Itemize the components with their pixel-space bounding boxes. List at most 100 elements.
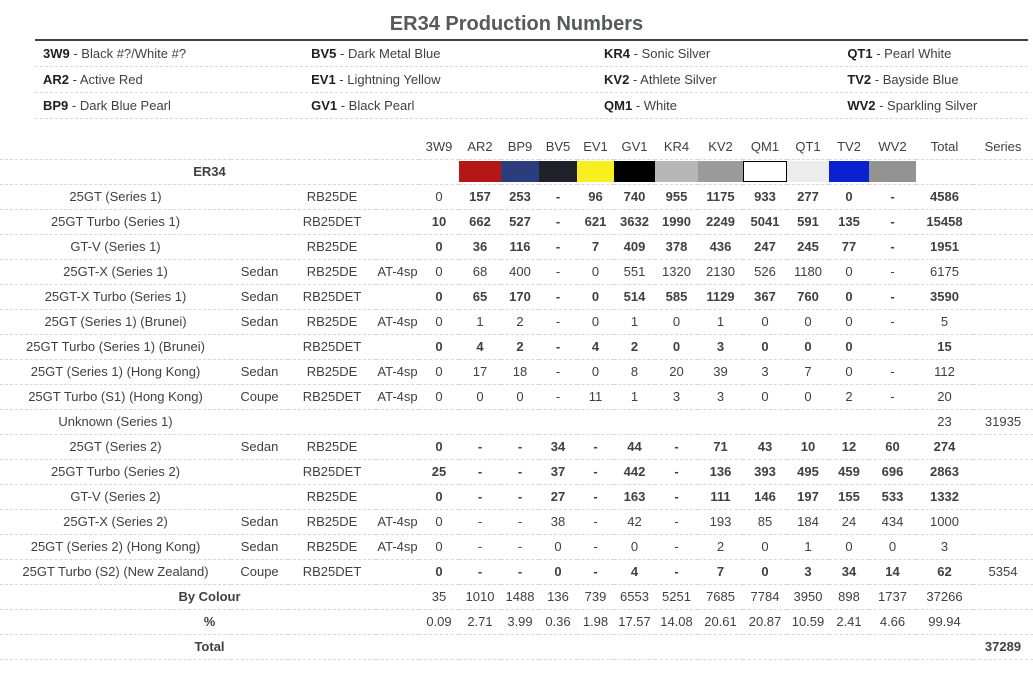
table-row: 25GT (Series 2) Sedan RB25DE 0- -34-44-71 43 1… [0,434,1033,460]
value-cell-GV1: 44 [614,434,655,460]
table-row: % 0.09 2.71 3.99 0.36 1.98 17.57 14.08 20.61 20.8… [0,609,1033,635]
series-cell [973,334,1033,360]
value-cell-QT1 [787,634,829,660]
value-cell-BP9: 2 [501,309,539,335]
engine-cell: RB25DET [288,284,376,310]
value-cell-BP9: 116 [501,234,539,260]
value-cell-WV2 [869,334,916,360]
value-cell-GV1: 442 [614,459,655,485]
value-cell-TV2: 459 [829,459,869,485]
value-cell-3W9: 0 [419,284,459,310]
color-swatch-EV1 [577,161,614,182]
value-cell-3W9: 0 [419,484,459,510]
legend-name: - Sonic Silver [630,46,711,61]
swatch-cell-QT1 [787,159,829,185]
body-cell [231,184,288,210]
value-cell-BP9: - [501,534,539,560]
value-cell-BV5: 38 [539,509,577,535]
value-cell-QM1: 43 [743,434,787,460]
table-row: GT-V (Series 1) RB25DE 0 36 116-7 409 378 436 24… [0,234,1033,260]
color-swatch-WV2 [869,161,916,182]
value-cell-EV1: 7 [577,234,614,260]
value-cell-BV5 [539,634,577,660]
table-row: 25GT Turbo (Series 1) (Brunei) RB25DET 0 4 2… [0,334,1033,360]
value-cell-BP9: 18 [501,359,539,385]
legend-entry-GV1: GV1 - Black Pearl [303,98,596,113]
legend-entry-BP9: BP9 - Dark Blue Pearl [35,98,303,113]
total-cell: 3 [916,534,973,560]
value-cell-TV2: 2.41 [829,609,869,635]
value-cell-KV2: 2130 [698,259,743,285]
value-cell-GV1: 1 [614,309,655,335]
value-cell-EV1: 739 [577,584,614,610]
trans-cell: AT-4sp [376,359,419,385]
value-cell-BP9: 400 [501,259,539,285]
table-row: Total 37289 [0,634,1033,660]
value-cell-QT1: 1 [787,534,829,560]
value-cell-QT1: 277 [787,184,829,210]
total-cell: 5 [916,309,973,335]
engine-cell: RB25DE [288,509,376,535]
value-cell-EV1: 1.98 [577,609,614,635]
value-cell-QM1: 20.87 [743,609,787,635]
value-cell-EV1: 0 [577,284,614,310]
value-cell-BP9: 170 [501,284,539,310]
value-cell-QT1: 10 [787,434,829,460]
value-cell-EV1: - [577,434,614,460]
series-cell [973,309,1033,335]
total-cell: 112 [916,359,973,385]
value-cell-WV2: 60 [869,434,916,460]
value-cell-BV5: 37 [539,459,577,485]
value-cell-GV1: 6553 [614,584,655,610]
legend-entry-3W9: 3W9 - Black #?/White #? [35,46,303,61]
value-cell-WV2: - [869,309,916,335]
swatch-cell-KV2 [698,159,743,185]
value-cell-AR2: - [459,534,501,560]
legend-code: TV2 [847,72,872,87]
header-spacer-engine [288,134,376,160]
value-cell-EV1: - [577,459,614,485]
value-cell-AR2: 1 [459,309,501,335]
value-cell-AR2: 662 [459,209,501,235]
model-cell: 25GT (Series 1) (Hong Kong) [0,359,231,385]
value-cell-EV1: - [577,484,614,510]
total-cell: 2863 [916,459,973,485]
swatch-cell-QM1 [743,159,787,185]
total-cell: 1951 [916,234,973,260]
column-header-BP9: BP9 [501,134,539,160]
trans-cell: AT-4sp [376,534,419,560]
value-cell-BP9: - [501,559,539,585]
value-cell-AR2: 0 [459,384,501,410]
body-cell: Coupe [231,559,288,585]
value-cell-WV2: 696 [869,459,916,485]
swatch-cell-BP9 [501,159,539,185]
value-cell-KR4: 955 [655,184,698,210]
value-cell-BP9: - [501,434,539,460]
engine-cell: RB25DET [288,334,376,360]
legend-name: - Dark Metal Blue [336,46,441,61]
series-cell [973,584,1033,610]
table-row: Unknown (Series 1) 23 31935 [0,409,1033,435]
value-cell-KV2: 1129 [698,284,743,310]
color-legend: 3W9 - Black #?/White #? BV5 - Dark Metal … [35,39,1028,119]
value-cell-QT1: 245 [787,234,829,260]
value-cell-KR4: 378 [655,234,698,260]
value-cell-KV2: 20.61 [698,609,743,635]
value-cell-TV2 [829,409,869,435]
column-header-BV5: BV5 [539,134,577,160]
model-cell: Unknown (Series 1) [0,409,231,435]
value-cell-BV5 [539,409,577,435]
value-cell-EV1: 11 [577,384,614,410]
legend-name: - White [632,98,677,113]
column-header-GV1: GV1 [614,134,655,160]
trans-cell: AT-4sp [376,509,419,535]
body-cell [231,409,288,435]
value-cell-QM1 [743,409,787,435]
value-cell-QT1: 495 [787,459,829,485]
legend-row: 3W9 - Black #?/White #? BV5 - Dark Metal … [35,41,1028,67]
value-cell-QT1: 184 [787,509,829,535]
value-cell-KV2: 7 [698,559,743,585]
value-cell-QM1: 3 [743,359,787,385]
value-cell-QM1: 367 [743,284,787,310]
body-cell [231,234,288,260]
